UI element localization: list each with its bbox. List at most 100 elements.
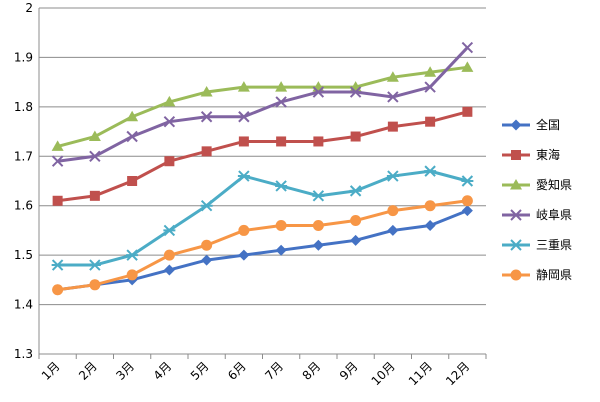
data-point xyxy=(52,195,63,206)
data-point xyxy=(164,156,175,167)
series-4 xyxy=(51,41,474,167)
data-point xyxy=(163,95,176,107)
data-point xyxy=(88,259,101,271)
data-point xyxy=(126,269,138,281)
data-point xyxy=(312,190,325,202)
data-point xyxy=(238,136,249,147)
legend-item: 静岡県 xyxy=(502,268,572,282)
data-point xyxy=(275,219,287,231)
legend-label: 愛知県 xyxy=(536,178,572,192)
data-point xyxy=(424,165,437,177)
series-5 xyxy=(51,165,474,271)
data-point xyxy=(89,150,101,162)
legend-swatch-marker xyxy=(510,209,522,221)
series-6 xyxy=(52,195,473,296)
data-point xyxy=(201,239,213,251)
legend-label: 岐阜県 xyxy=(536,208,572,222)
legend-item: 東海 xyxy=(502,147,560,162)
legend-item: 岐阜県 xyxy=(502,208,572,222)
data-point xyxy=(237,170,250,182)
legend-swatch-marker xyxy=(510,239,522,251)
data-point xyxy=(89,279,101,291)
data-point xyxy=(201,254,213,266)
data-point xyxy=(350,215,362,227)
data-point xyxy=(238,249,250,261)
series-line xyxy=(57,169,468,267)
y-tick-label: 1.3 xyxy=(14,347,33,361)
data-point xyxy=(312,239,324,251)
data-point xyxy=(275,81,288,92)
data-point xyxy=(461,205,473,217)
legend-label: 三重県 xyxy=(536,238,572,252)
data-point xyxy=(275,180,288,192)
data-point xyxy=(237,81,250,92)
legend-swatch-marker xyxy=(510,179,522,190)
legend-item: 全国 xyxy=(502,117,560,132)
y-tick-label: 1.4 xyxy=(14,298,33,312)
legend-label: 全国 xyxy=(536,117,560,132)
data-point xyxy=(89,190,100,201)
series-layer xyxy=(51,41,474,296)
data-point xyxy=(387,121,398,132)
data-point xyxy=(163,224,176,237)
series-line xyxy=(57,209,468,292)
legend-label: 東海 xyxy=(536,147,560,162)
y-tick-label: 1.6 xyxy=(14,199,33,213)
y-tick-label: 1.7 xyxy=(14,149,33,163)
data-point xyxy=(461,175,474,187)
data-point xyxy=(424,81,436,93)
data-point xyxy=(387,91,399,103)
data-point xyxy=(200,200,213,212)
data-point xyxy=(312,219,324,231)
series-line xyxy=(57,110,468,203)
gridlines xyxy=(39,7,486,355)
data-point xyxy=(51,259,64,271)
data-point xyxy=(238,224,250,236)
series-line xyxy=(57,65,468,148)
data-point xyxy=(425,116,436,127)
y-axis-tick-labels: 1.3 1.4 1.5 1.6 1.7 1.8 1.9 2 xyxy=(14,1,33,361)
legend-item: 三重県 xyxy=(502,238,572,252)
data-point xyxy=(461,41,474,54)
data-point xyxy=(88,130,101,142)
data-point xyxy=(350,234,362,246)
data-point xyxy=(349,86,362,98)
data-point xyxy=(163,264,175,276)
axes xyxy=(38,8,487,359)
data-point xyxy=(461,61,474,72)
data-point xyxy=(387,205,399,217)
data-point xyxy=(51,155,64,167)
legend-label: 静岡県 xyxy=(536,268,572,282)
data-point xyxy=(126,110,139,122)
data-point xyxy=(424,66,437,77)
data-point xyxy=(52,284,64,296)
data-point xyxy=(424,200,436,212)
series-line xyxy=(57,46,469,163)
data-point xyxy=(386,170,399,182)
series-2 xyxy=(52,106,473,206)
data-point xyxy=(238,111,250,123)
data-point xyxy=(424,219,436,231)
data-point xyxy=(275,244,287,256)
series-line xyxy=(57,199,468,292)
legend-swatch-marker xyxy=(510,119,522,131)
data-point xyxy=(349,185,362,197)
data-point xyxy=(126,249,139,261)
data-point xyxy=(126,130,138,143)
data-point xyxy=(51,140,64,151)
data-point xyxy=(163,115,176,128)
data-point xyxy=(163,249,175,261)
data-point xyxy=(386,71,399,82)
data-point xyxy=(461,195,473,207)
data-point xyxy=(127,176,138,186)
legend-swatch-marker xyxy=(511,150,521,160)
data-point xyxy=(350,131,361,142)
data-point xyxy=(276,136,287,147)
y-tick-label: 1.9 xyxy=(14,50,33,64)
data-point xyxy=(275,96,287,108)
y-tick-label: 1.8 xyxy=(14,100,33,114)
y-tick-label: 1.5 xyxy=(14,248,33,262)
data-point xyxy=(201,146,212,157)
